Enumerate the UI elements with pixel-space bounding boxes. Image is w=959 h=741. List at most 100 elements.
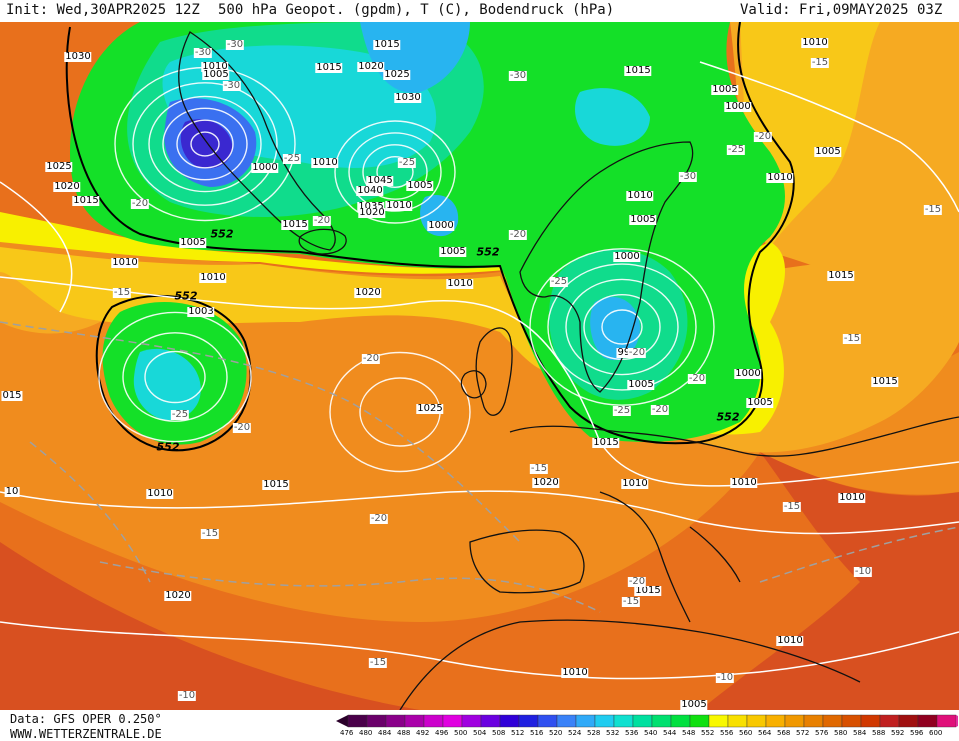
temperature-label: -20: [627, 576, 647, 587]
temperature-label: -20: [130, 198, 150, 209]
temperature-label: -15: [782, 501, 802, 512]
legend-swatch: [385, 714, 406, 728]
legend-value: 548: [682, 729, 696, 737]
isobar-line: [0, 181, 73, 313]
geopotential-label: 552: [210, 227, 234, 241]
legend-swatch: [366, 714, 387, 728]
legend-value: 556: [720, 729, 734, 737]
coast-scandinavia: [519, 141, 694, 393]
legend-swatch: [841, 714, 862, 728]
legend-value: 496: [435, 729, 449, 737]
field-darkblue-low-core: [180, 119, 233, 169]
legend-swatch: [746, 714, 767, 728]
pressure-label: 1010: [385, 200, 413, 211]
legend-swatch: [480, 714, 501, 728]
pressure-label: 1010: [201, 61, 229, 72]
geopotential-label: 552: [716, 410, 740, 424]
legend-value: 492: [416, 729, 430, 737]
isobar-ring: [329, 351, 471, 473]
color-legend: [336, 714, 958, 728]
temperature-label: -20: [753, 131, 773, 142]
pressure-label: 1010: [446, 278, 474, 289]
pressure-label: 1010: [838, 492, 866, 503]
pressure-label: 1025: [45, 161, 73, 172]
legend-swatch: [708, 714, 729, 728]
pressure-label: 1020: [532, 477, 560, 488]
isobar-line: [0, 276, 959, 487]
temperature-label: -15: [923, 204, 943, 215]
legend-swatch: [670, 714, 691, 728]
temperature-label: -15: [621, 596, 641, 607]
geopotential-label: 552: [156, 440, 180, 454]
temperature-label: -15: [842, 333, 862, 344]
field-teal-barents: [575, 88, 650, 146]
pressure-label: 1020: [164, 590, 192, 601]
pressure-label: 1010: [561, 667, 589, 678]
legend-swatch: [689, 714, 710, 728]
legend-swatch: [803, 714, 824, 728]
temperature-label: -15: [200, 528, 220, 539]
pressure-label: 1005: [814, 146, 842, 157]
legend-arrow-right: [956, 715, 958, 727]
pressure-label: 1010: [766, 172, 794, 183]
temperature-label: -25: [549, 276, 569, 287]
temperature-label: -20: [687, 373, 707, 384]
legend-swatch: [632, 714, 653, 728]
pressure-label: 1015: [72, 195, 100, 206]
pressure-label: 1015: [373, 39, 401, 50]
pressure-label: 1010: [146, 488, 174, 499]
temperature-label: -20: [232, 422, 252, 433]
temperature-label: -25: [282, 153, 302, 164]
legend-value: 584: [853, 729, 867, 737]
temperature-label: -20: [361, 353, 381, 364]
field-yellow-orange: [0, 247, 570, 374]
temperature-label: -15: [112, 287, 132, 298]
coast-iceland: [298, 228, 347, 255]
pressure-label: 1003: [187, 306, 215, 317]
temperature-label: -20: [627, 347, 647, 358]
coast-north-africa: [399, 619, 861, 710]
legend-swatch: [594, 714, 615, 728]
legend-value: 576: [815, 729, 829, 737]
legend-value: 528: [587, 729, 601, 737]
pressure-label: 1015: [827, 270, 855, 281]
legend-value: 536: [625, 729, 639, 737]
legend-swatch: [442, 714, 463, 728]
legend-value: 520: [549, 729, 563, 737]
legend-value: 524: [568, 729, 582, 737]
pressure-label: 1015: [262, 479, 290, 490]
isobar-ring: [362, 144, 428, 200]
pressure-label: 1020: [358, 207, 386, 218]
temperature-label: -30: [225, 39, 245, 50]
legend-value: 488: [397, 729, 411, 737]
isobar-ring: [529, 248, 715, 406]
pressure-label: 1020: [354, 287, 382, 298]
isobar-line: [0, 621, 959, 680]
legend-value: 596: [910, 729, 924, 737]
legend-value: 592: [891, 729, 905, 737]
legend-value: 564: [758, 729, 772, 737]
init-time: Init: Wed,30APR2025 12Z: [6, 2, 200, 18]
temperature-label: -10: [715, 672, 735, 683]
isobar-ring: [376, 155, 414, 188]
pressure-label: 1030: [394, 92, 422, 103]
pressure-label: 1005: [629, 214, 657, 225]
isobar-ring: [190, 131, 220, 157]
temperature-label: -20: [369, 513, 389, 524]
pressure-label: 10: [4, 486, 20, 497]
pressure-label: 1045: [366, 175, 394, 186]
legend-value: 552: [701, 729, 715, 737]
isobar-line: [699, 61, 959, 213]
pressure-label: 1010: [730, 477, 758, 488]
legend-value: 516: [530, 729, 544, 737]
data-source: Data: GFS OPER 0.250°: [10, 712, 162, 726]
pressure-label: 1010: [311, 157, 339, 168]
legend-value: 476: [340, 729, 354, 737]
isobar-line: [0, 490, 959, 535]
pressure-label: 1010: [776, 635, 804, 646]
pressure-label: 1010: [199, 272, 227, 283]
legend-swatch: [518, 714, 539, 728]
pressure-label: 1000: [734, 368, 762, 379]
pressure-label: 1020: [357, 61, 385, 72]
temperature-label: -15: [368, 657, 388, 668]
